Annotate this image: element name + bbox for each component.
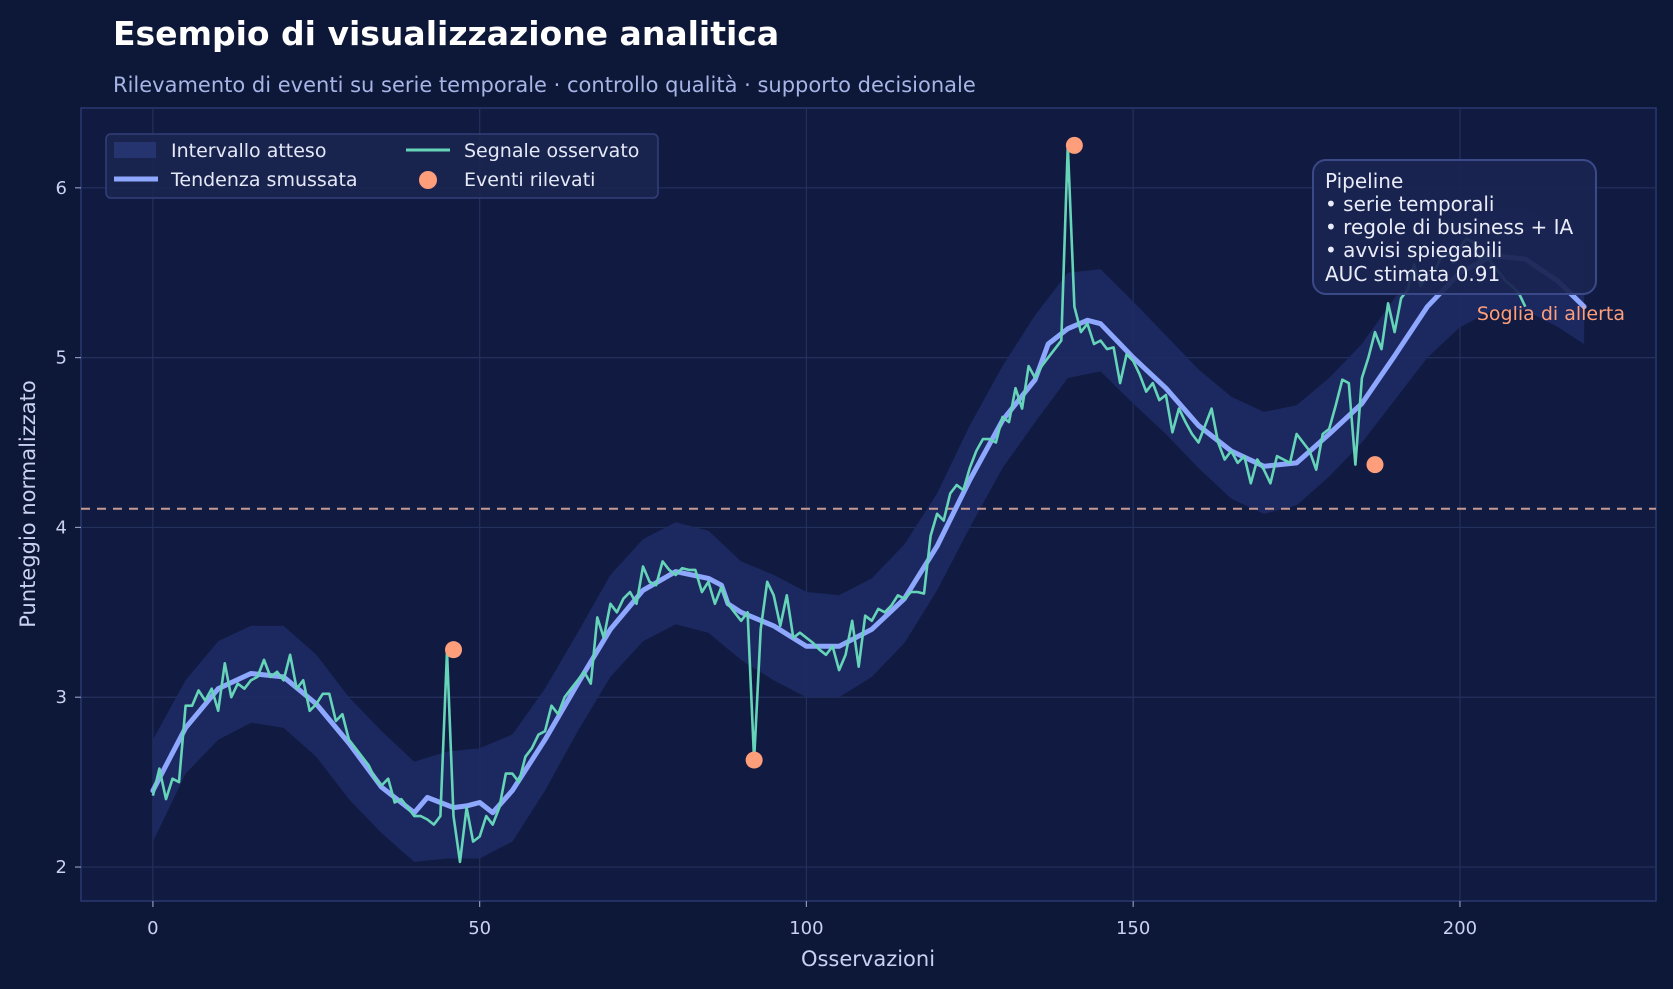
- pipeline-info-box: Pipeline • serie temporali • regole di b…: [1312, 159, 1597, 295]
- y-tick-label: 5: [56, 348, 67, 369]
- legend-events-swatch: [419, 171, 437, 189]
- event-point: [1366, 456, 1384, 474]
- y-axis-ticks: 2 3 4 5 6: [56, 178, 81, 878]
- legend-events-label: Eventi rilevati: [464, 169, 595, 191]
- event-point: [745, 751, 763, 769]
- y-tick-label: 3: [56, 687, 67, 708]
- info-box-frame: [1312, 159, 1597, 295]
- event-point: [445, 641, 463, 659]
- x-tick-label: 100: [789, 918, 823, 939]
- info-box-line: • avvisi spiegabili: [1325, 238, 1502, 262]
- legend-frame: [105, 133, 659, 199]
- info-box-line: AUC stimata 0.91: [1325, 262, 1500, 286]
- chart-subtitle: Rilevamento di eventi su serie temporale…: [113, 73, 976, 97]
- y-tick-label: 6: [56, 178, 67, 199]
- x-axis-label: Osservazioni: [801, 947, 935, 971]
- x-tick-label: 50: [468, 918, 491, 939]
- legend-signal-label: Segnale osservato: [464, 140, 639, 162]
- x-tick-label: 0: [147, 918, 158, 939]
- info-box-line: Pipeline: [1325, 169, 1403, 193]
- legend-trend-label: Tendenza smussata: [170, 169, 358, 191]
- event-point: [1065, 136, 1083, 154]
- threshold-label: Soglia di allerta: [1477, 303, 1625, 325]
- x-tick-label: 200: [1443, 918, 1477, 939]
- y-tick-label: 4: [56, 517, 67, 538]
- observed-signal-line: [151, 144, 1527, 864]
- legend-band-label: Intervallo atteso: [171, 140, 326, 162]
- chart-title: Esempio di visualizzazione analitica: [113, 14, 779, 53]
- y-tick-label: 2: [56, 857, 67, 878]
- info-box-line: • regole di business + IA: [1325, 215, 1574, 239]
- legend-band-swatch: [114, 142, 156, 158]
- x-axis-ticks: 0 50 100 150 200: [147, 901, 1477, 939]
- detected-events: [445, 136, 1384, 769]
- info-box-line: • serie temporali: [1325, 192, 1494, 216]
- smoothed-trend-line: [150, 253, 1587, 816]
- legend: Intervallo atteso Tendenza smussata Segn…: [105, 133, 659, 199]
- x-tick-label: 150: [1116, 918, 1150, 939]
- y-axis-label: Punteggio normalizzato: [16, 380, 40, 628]
